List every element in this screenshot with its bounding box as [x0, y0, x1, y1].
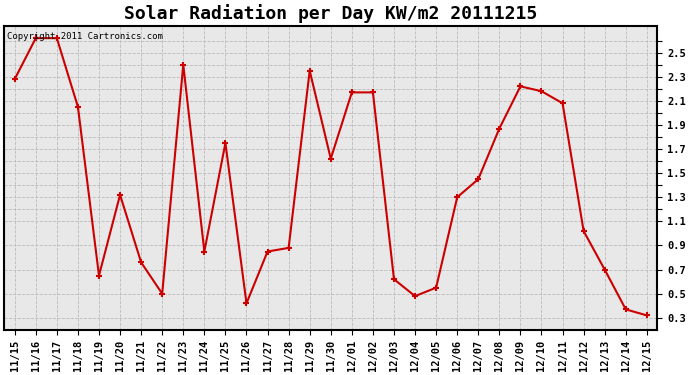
- Text: Copyright 2011 Cartronics.com: Copyright 2011 Cartronics.com: [8, 32, 164, 41]
- Title: Solar Radiation per Day KW/m2 20111215: Solar Radiation per Day KW/m2 20111215: [124, 4, 538, 23]
